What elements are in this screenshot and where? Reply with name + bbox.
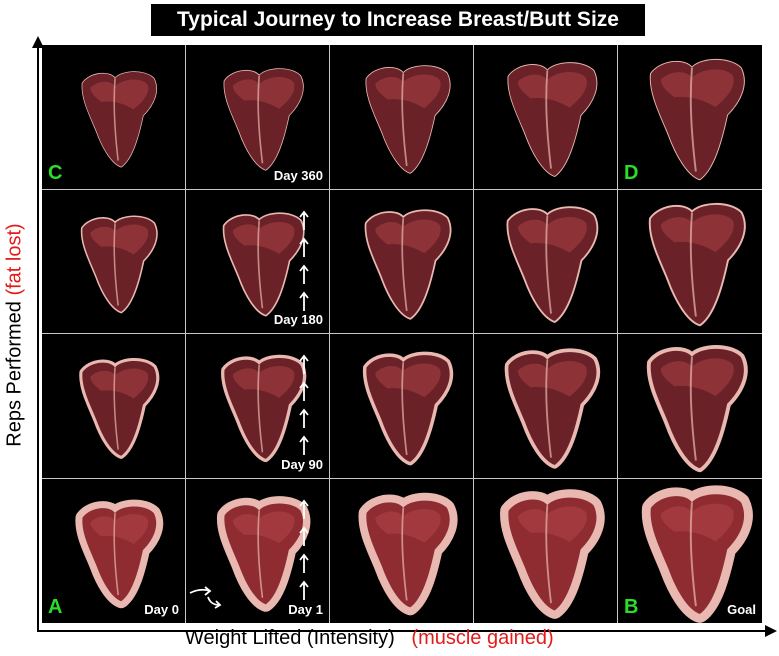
corner-label-a: A (48, 596, 63, 618)
steak-image (362, 351, 454, 466)
y-axis-line (37, 44, 39, 632)
x-axis-label-main: Weight Lifted (Intensity) (185, 627, 395, 649)
steak-image (221, 354, 307, 463)
day-label-1: Day 1 (288, 602, 323, 617)
grid-cell: Day 180 (186, 189, 330, 334)
steak-image (646, 345, 748, 473)
grid-cell (618, 334, 762, 479)
steak-image (648, 202, 746, 326)
grid-cell: B Goal (618, 479, 762, 624)
grid-cell (474, 478, 618, 623)
steak-image (80, 215, 158, 313)
grid-cell (618, 190, 762, 334)
steak-image (217, 495, 311, 612)
grid-cell: A Day 0 (42, 478, 186, 623)
curved-arrows-icon (189, 585, 222, 609)
grid-cell (330, 45, 474, 190)
y-axis-label-fat-lost: (fat lost) (3, 223, 26, 296)
x-axis-line (37, 630, 767, 632)
grid-cell: C (42, 45, 186, 190)
goal-label: Goal (727, 602, 756, 617)
grid-cell (42, 334, 186, 479)
steak-image (649, 58, 745, 181)
up-arrows-icon (299, 499, 309, 600)
steak-image (500, 488, 605, 619)
steak-image (364, 208, 452, 320)
x-axis-arrow-icon (765, 625, 777, 637)
y-axis-label: Reps Performed (fat lost) (4, 223, 27, 446)
day-label-360: Day 360 (273, 167, 323, 183)
steak-image (79, 357, 160, 459)
grid-cell: D (618, 45, 762, 190)
steak-image (641, 484, 753, 623)
steak-image (365, 65, 451, 174)
up-arrows-icon (299, 210, 309, 311)
day-label-0: Day 0 (144, 602, 179, 617)
chart-title: Typical Journey to Increase Breast/Butt … (151, 4, 645, 36)
steak-image (504, 348, 601, 469)
x-axis-label: Weight Lifted (Intensity) (muscle gained… (185, 627, 554, 650)
day-label-180: Day 180 (273, 312, 323, 327)
day-label-90: Day 90 (281, 456, 323, 472)
steak-image (358, 492, 458, 615)
grid-cell (42, 189, 186, 334)
steak-image (75, 499, 164, 608)
steak-image (222, 211, 305, 316)
grid-cell (474, 334, 618, 479)
corner-label-c: C (48, 161, 63, 184)
corner-label-b: B (624, 596, 639, 618)
grid-cell (330, 478, 474, 623)
x-axis-label-muscle-gained: (muscle gained) (411, 627, 554, 649)
grid-cell: Day 1 (186, 478, 330, 623)
grid-cell: Day 90 (186, 334, 330, 479)
grid-cell (330, 334, 474, 479)
y-axis-label-main: Reps Performed (3, 301, 26, 447)
steak-image (81, 71, 157, 168)
y-axis-arrow-icon (32, 36, 44, 48)
grid-cell (474, 189, 618, 334)
steak-image (506, 205, 599, 323)
grid-cell (474, 45, 618, 190)
corner-label-d: D (624, 161, 639, 184)
grid-cell (330, 189, 474, 334)
steak-image (223, 68, 304, 171)
grid-cell: Day 360 (186, 45, 330, 190)
up-arrows-icon (299, 354, 309, 455)
steak-image (507, 62, 598, 177)
steak-grid: C Day 360 D Day 180 Day 90 A Day 0 Day 1 B Goal (42, 45, 762, 623)
